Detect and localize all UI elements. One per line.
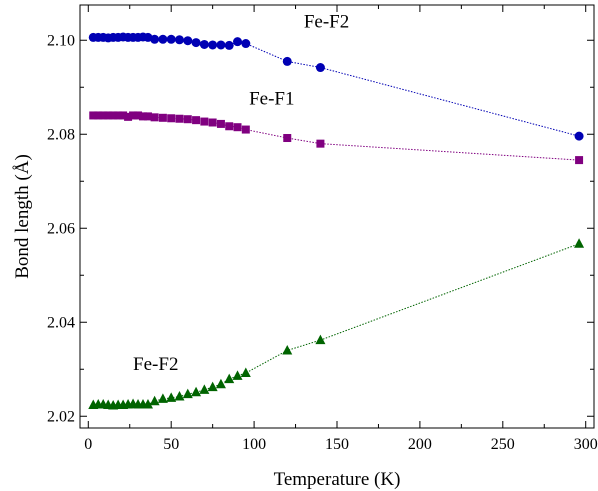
data-point-circle — [166, 34, 176, 44]
data-point-circle — [282, 56, 292, 66]
data-point-triangle — [199, 384, 210, 394]
data-point-square — [175, 114, 184, 123]
y-tick-label: 2.06 — [47, 220, 75, 237]
series-line-3 — [93, 243, 580, 406]
y-tick-label: 2.08 — [47, 126, 75, 143]
series-annotation: Fe-F2 — [133, 354, 178, 375]
data-point-square — [575, 156, 584, 165]
x-tick-label: 100 — [242, 436, 266, 453]
data-point-square — [134, 111, 143, 120]
data-point-circle — [183, 36, 193, 46]
data-point-square — [208, 118, 217, 127]
data-point-square — [129, 111, 138, 120]
data-point-triangle — [174, 391, 185, 401]
data-point-circle — [191, 38, 201, 48]
data-point-circle — [574, 131, 584, 141]
data-point-triangle — [207, 381, 218, 392]
series-annotations: Fe-F2 Fe-F1 Fe-F2 — [133, 12, 349, 376]
data-point-triangle — [232, 370, 243, 380]
x-tick-label: 300 — [574, 436, 598, 453]
data-point-triangle — [315, 334, 326, 345]
data-point-triangle — [191, 386, 202, 397]
data-point-square — [183, 115, 192, 124]
data-point-square — [167, 114, 176, 123]
y-tick-label: 2.04 — [47, 314, 75, 331]
data-point-square — [200, 117, 209, 126]
y-axis-label: Bond length (Å) — [12, 154, 33, 279]
data-point-circle — [199, 39, 209, 49]
y-tick-label: 2.10 — [47, 32, 75, 49]
data-point-circle — [158, 34, 168, 44]
data-point-triangle — [157, 393, 168, 403]
data-point-triangle — [182, 388, 193, 399]
x-tick-label: 250 — [491, 436, 515, 453]
data-point-circle — [224, 40, 234, 50]
x-tick-label: 150 — [325, 436, 349, 453]
x-tick-label: 50 — [163, 436, 179, 453]
data-point-square — [89, 111, 98, 120]
data-point-square — [124, 112, 133, 121]
data-point-circle — [233, 37, 243, 47]
data-point-triangle — [240, 367, 251, 378]
x-tick-label: 0 — [84, 436, 92, 453]
series-annotation: Fe-F2 — [304, 12, 349, 33]
data-point-circle — [150, 34, 160, 44]
data-point-square — [143, 112, 152, 121]
y-tick-label: 2.02 — [47, 408, 75, 425]
data-point-triangle — [166, 392, 177, 402]
data-point-square — [283, 134, 292, 143]
data-point-square — [192, 116, 201, 125]
y-axis: 2.02 2.04 2.06 2.08 2.10 — [47, 32, 594, 425]
data-point-triangle — [142, 399, 153, 409]
data-point-circle — [241, 39, 251, 49]
data-point-square — [233, 123, 242, 132]
data-point-square — [99, 111, 108, 120]
data-point-square — [158, 113, 167, 122]
data-point-triangle — [215, 378, 226, 389]
data-point-square — [114, 111, 123, 120]
data-point-square — [316, 139, 325, 148]
data-point-triangle — [224, 373, 235, 384]
data-point-circle — [174, 35, 184, 45]
x-axis-label: Temperature (K) — [274, 469, 401, 490]
data-point-square — [216, 119, 225, 128]
data-point-circle — [208, 40, 218, 50]
data-point-square — [241, 125, 250, 134]
series-line-2 — [93, 114, 580, 161]
data-point-square — [109, 111, 118, 120]
data-point-square — [139, 112, 148, 121]
data-point-square — [119, 111, 128, 120]
series-annotation: Fe-F1 — [249, 89, 294, 110]
x-axis: 0 50 100 150 200 250 300 — [84, 5, 598, 453]
data-point-circle — [216, 40, 226, 50]
data-point-square — [150, 113, 159, 122]
data-point-triangle — [282, 344, 293, 355]
x-tick-label: 200 — [408, 436, 432, 453]
series-lines — [93, 36, 580, 406]
data-point-circle — [315, 63, 325, 73]
data-point-triangle — [149, 395, 160, 406]
data-point-square — [104, 111, 113, 120]
data-point-square — [225, 122, 234, 131]
data-markers — [88, 32, 585, 410]
data-point-square — [94, 111, 103, 120]
data-point-triangle — [574, 238, 585, 248]
